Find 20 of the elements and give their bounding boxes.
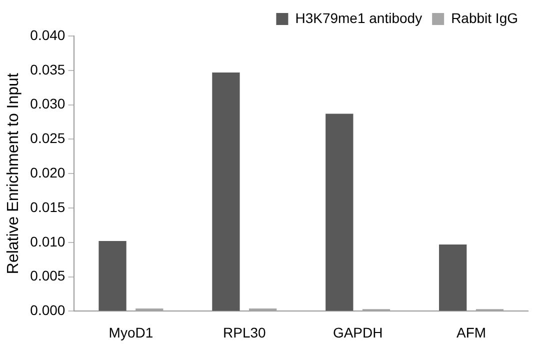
legend-label: H3K79me1 antibody bbox=[295, 10, 422, 26]
legend-label: Rabbit IgG bbox=[451, 10, 518, 26]
y-tick-label: 0.025 bbox=[30, 130, 66, 146]
x-tick-label: GAPDH bbox=[332, 324, 383, 340]
x-tick-label: MyoD1 bbox=[108, 324, 154, 340]
bar bbox=[439, 244, 467, 311]
y-tick-label: 0.035 bbox=[30, 61, 66, 78]
y-tick-label: 0.000 bbox=[30, 302, 66, 318]
x-tick-label: RPL30 bbox=[222, 324, 266, 340]
y-tick-label: 0.030 bbox=[30, 96, 66, 112]
bar bbox=[326, 114, 354, 311]
bar bbox=[98, 241, 126, 311]
bar bbox=[212, 72, 240, 311]
y-tick-label: 0.015 bbox=[30, 198, 66, 215]
y-tick-label: 0.005 bbox=[30, 268, 66, 284]
y-tick-label: 0.020 bbox=[30, 164, 66, 180]
y-tick-label: 0.040 bbox=[30, 26, 66, 43]
x-tick-label: AFM bbox=[456, 324, 486, 340]
y-axis-title: Relative Enrichment to Input bbox=[5, 72, 22, 274]
y-tick-label: 0.010 bbox=[30, 233, 66, 250]
